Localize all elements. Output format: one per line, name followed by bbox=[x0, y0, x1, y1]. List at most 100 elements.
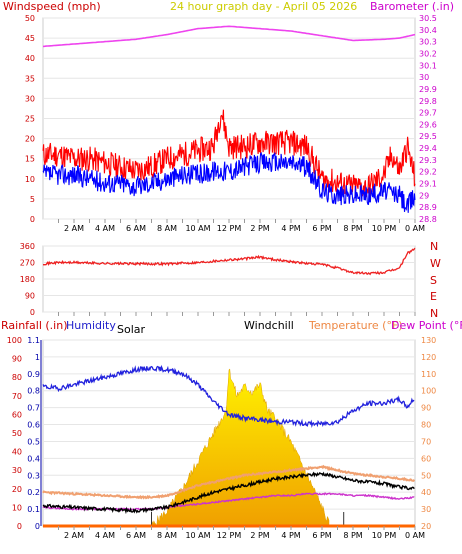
wind-x-label: 6 AM bbox=[126, 224, 146, 233]
wind-x-label: 4 PM bbox=[281, 224, 300, 233]
barometer-y-tick-label: 29 bbox=[419, 191, 429, 200]
wind-average-line bbox=[42, 151, 416, 213]
wind-y-tick-label: 35 bbox=[25, 74, 35, 83]
wind-x-label: 2 PM bbox=[250, 224, 269, 233]
barometer-y-tick-label: 30.4 bbox=[419, 26, 437, 35]
wind-direction-line bbox=[42, 247, 416, 276]
temp-x-label: 6 AM bbox=[126, 531, 146, 540]
temperature-y-tick-label: 110 bbox=[421, 370, 436, 379]
barometer-axis-label: Barometer (.in) bbox=[370, 0, 454, 13]
barometer-y-tick-label: 29.9 bbox=[419, 85, 437, 94]
rainfall-y-tick-label: 0.2 bbox=[27, 488, 40, 497]
temp-x-label: 8 PM bbox=[343, 531, 362, 540]
temp-x-label: 4 PM bbox=[281, 531, 300, 540]
humidity-y-tick-label: 40 bbox=[12, 448, 22, 457]
compass-n-bottom: N bbox=[430, 307, 438, 320]
solar-label: Solar bbox=[117, 323, 146, 336]
barometer-y-tick-label: 30.1 bbox=[419, 61, 437, 70]
wind-x-label: 0 AM bbox=[405, 224, 425, 233]
humidity-y-tick-label: 30 bbox=[12, 466, 22, 475]
temp-x-label: 6 PM bbox=[312, 531, 331, 540]
barometer-y-tick-label: 28.8 bbox=[419, 215, 437, 224]
rainfall-y-tick-label: 0.1 bbox=[27, 505, 40, 514]
temperature-y-tick-label: 20 bbox=[421, 522, 431, 531]
humidity-y-tick-label: 0 bbox=[17, 522, 22, 531]
barometer-y-tick-label: 29.4 bbox=[419, 144, 437, 153]
rainfall-y-tick-label: 0.3 bbox=[27, 471, 40, 480]
temp-x-label: 8 AM bbox=[157, 531, 177, 540]
wind-gust-line bbox=[42, 109, 416, 198]
temperature-y-tick-label: 130 bbox=[421, 336, 436, 345]
wind-y-tick-label: 40 bbox=[25, 54, 35, 63]
wind-y-tick-label: 20 bbox=[25, 135, 35, 144]
temperature-y-tick-label: 90 bbox=[421, 404, 431, 413]
temperature-axis-label: Temperature (°F) bbox=[308, 319, 403, 332]
wind-x-label: 12 PM bbox=[217, 224, 242, 233]
humidity-line bbox=[42, 364, 415, 428]
wind-x-label: 2 AM bbox=[64, 224, 84, 233]
humidity-y-tick-label: 20 bbox=[12, 485, 22, 494]
wind-y-tick-label: 50 bbox=[25, 14, 35, 23]
barometer-y-tick-label: 30 bbox=[419, 73, 429, 82]
rainfall-y-tick-label: 0.4 bbox=[27, 454, 40, 463]
wind-y-tick-label: 15 bbox=[25, 155, 35, 164]
temp-x-label: 2 AM bbox=[64, 531, 84, 540]
compass-s: S bbox=[430, 274, 437, 287]
direction-y-tick-label: 270 bbox=[20, 259, 35, 268]
temp-x-label: 10 PM bbox=[372, 531, 397, 540]
barometer-y-tick-label: 29.2 bbox=[419, 168, 437, 177]
rainfall-y-tick-label: 1 bbox=[35, 353, 40, 362]
wind-x-label: 10 AM bbox=[185, 224, 210, 233]
wind-y-tick-label: 5 bbox=[30, 195, 35, 204]
temp-x-label: 10 AM bbox=[185, 531, 210, 540]
humidity-y-tick-label: 80 bbox=[12, 373, 22, 382]
compass-w: W bbox=[430, 257, 441, 270]
rainfall-y-tick-label: 0 bbox=[35, 522, 40, 531]
rainfall-y-tick-label: 0.5 bbox=[27, 437, 40, 446]
wind-x-label: 8 AM bbox=[157, 224, 177, 233]
barometer-y-tick-label: 29.7 bbox=[419, 109, 437, 118]
temperature-y-tick-label: 40 bbox=[421, 488, 431, 497]
temperature-y-tick-label: 70 bbox=[421, 437, 431, 446]
wind-y-tick-label: 25 bbox=[25, 115, 35, 124]
wind-y-tick-label: 30 bbox=[25, 94, 35, 103]
barometer-y-tick-label: 30.5 bbox=[419, 14, 437, 23]
rainfall-y-tick-label: 0.8 bbox=[27, 387, 40, 396]
barometer-y-tick-label: 30.2 bbox=[419, 49, 437, 58]
temp-x-label: 12 PM bbox=[217, 531, 242, 540]
wind-y-tick-label: 10 bbox=[25, 175, 35, 184]
humidity-y-tick-label: 60 bbox=[12, 410, 22, 419]
temperature-y-tick-label: 120 bbox=[421, 353, 436, 362]
wind-x-label: 8 PM bbox=[343, 224, 362, 233]
humidity-axis-label: Humidity bbox=[66, 319, 116, 332]
wind-y-tick-label: 0 bbox=[30, 215, 35, 224]
temp-x-label: 0 AM bbox=[405, 531, 425, 540]
temperature-y-tick-label: 30 bbox=[421, 505, 431, 514]
rainfall-y-tick-label: 0.9 bbox=[27, 370, 40, 379]
rainfall-axis-label: Rainfall (.in) bbox=[1, 319, 68, 332]
humidity-y-tick-label: 50 bbox=[12, 429, 22, 438]
windchill-label: Windchill bbox=[244, 319, 294, 332]
rainfall-y-tick-label: 1.1 bbox=[27, 336, 40, 345]
chart-title: 24 hour graph day - April 05 2026 bbox=[170, 0, 357, 13]
temperature-y-tick-label: 100 bbox=[421, 387, 436, 396]
temperature-y-tick-label: 60 bbox=[421, 454, 431, 463]
barometer-y-tick-label: 28.9 bbox=[419, 203, 437, 212]
humidity-y-tick-label: 90 bbox=[12, 355, 22, 364]
temp-x-label: 2 PM bbox=[250, 531, 269, 540]
barometer-y-tick-label: 29.5 bbox=[419, 132, 437, 141]
humidity-y-tick-label: 100 bbox=[7, 336, 22, 345]
compass-n-top: N bbox=[430, 240, 438, 253]
compass-e: E bbox=[430, 290, 437, 303]
direction-y-tick-label: 180 bbox=[20, 275, 35, 284]
barometer-y-tick-label: 29.6 bbox=[419, 120, 437, 129]
rainfall-y-tick-label: 0.7 bbox=[27, 404, 40, 413]
barometer-y-tick-label: 29.1 bbox=[419, 180, 437, 189]
temperature-y-tick-label: 50 bbox=[421, 471, 431, 480]
windchill-line bbox=[42, 471, 415, 515]
wind-y-tick-label: 45 bbox=[25, 34, 35, 43]
direction-y-tick-label: 0 bbox=[30, 308, 35, 317]
direction-y-tick-label: 360 bbox=[20, 242, 35, 251]
rainfall-y-tick-label: 0.6 bbox=[27, 421, 40, 430]
